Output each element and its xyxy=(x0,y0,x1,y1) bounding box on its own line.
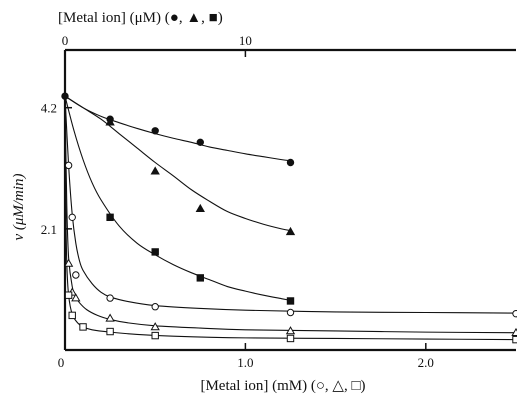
data-point-open-square xyxy=(106,327,114,336)
x-tick-bottom-label: 2.0 xyxy=(418,355,434,370)
x-tick-top-label: 10 xyxy=(239,33,252,48)
data-point-open-circle xyxy=(72,271,80,279)
data-point-open-triangle xyxy=(105,313,115,322)
x-axis-top-title: [Metal ion] (μM) (●, ▲, ■) xyxy=(58,10,223,26)
data-point-open-circle xyxy=(512,309,517,318)
data-point-open-circle xyxy=(68,213,76,222)
data-point-open-triangle xyxy=(150,322,160,331)
data-point-filled-circle xyxy=(61,92,69,100)
y-axis-title: v (μM/min) xyxy=(11,173,27,240)
x-tick-bottom-label: 0 xyxy=(58,355,65,370)
data-point-open-triangle xyxy=(63,258,74,267)
series-curve-filled-circle xyxy=(64,95,291,162)
data-point-open-triangle xyxy=(285,326,296,335)
data-point-open-circle xyxy=(106,294,114,302)
data-point-open-square xyxy=(79,323,87,331)
data-point-filled-triangle xyxy=(195,203,205,213)
data-point-open-square xyxy=(151,331,159,340)
data-point-filled-square xyxy=(151,248,159,256)
data-point-filled-square xyxy=(196,274,205,282)
data-point-filled-triangle xyxy=(105,117,115,126)
data-point-open-square xyxy=(512,335,517,344)
data-point-filled-circle xyxy=(151,127,159,135)
x-tick-bottom-label: 1.0 xyxy=(237,355,253,370)
data-point-open-square xyxy=(64,291,73,299)
data-point-filled-triangle xyxy=(150,166,160,175)
data-point-filled-circle xyxy=(286,158,295,167)
x-tick-top-label: 0 xyxy=(62,33,69,48)
data-point-filled-square xyxy=(106,213,114,222)
y-tick-label: 2.1 xyxy=(41,222,57,237)
series-curve-filled-square xyxy=(64,96,291,301)
data-point-filled-circle xyxy=(196,138,205,147)
series-curve-open-circle xyxy=(64,96,517,314)
series-curve-filled-triangle xyxy=(64,95,291,232)
data-point-open-circle xyxy=(151,303,159,311)
data-point-open-square xyxy=(286,334,295,343)
data-point-open-circle xyxy=(286,308,295,317)
series-curve-open-square xyxy=(64,96,517,341)
data-point-filled-triangle xyxy=(285,226,296,236)
data-point-open-circle xyxy=(64,161,73,170)
data-point-open-square xyxy=(68,311,76,320)
data-point-open-triangle xyxy=(71,293,81,302)
x-axis-bottom-title: [Metal ion] (mM) (○, △, □) xyxy=(200,378,365,394)
data-point-open-triangle xyxy=(511,327,517,337)
series-curve-open-triangle xyxy=(64,96,517,334)
y-tick-label: 4.2 xyxy=(41,101,57,116)
data-point-filled-square xyxy=(286,297,295,305)
